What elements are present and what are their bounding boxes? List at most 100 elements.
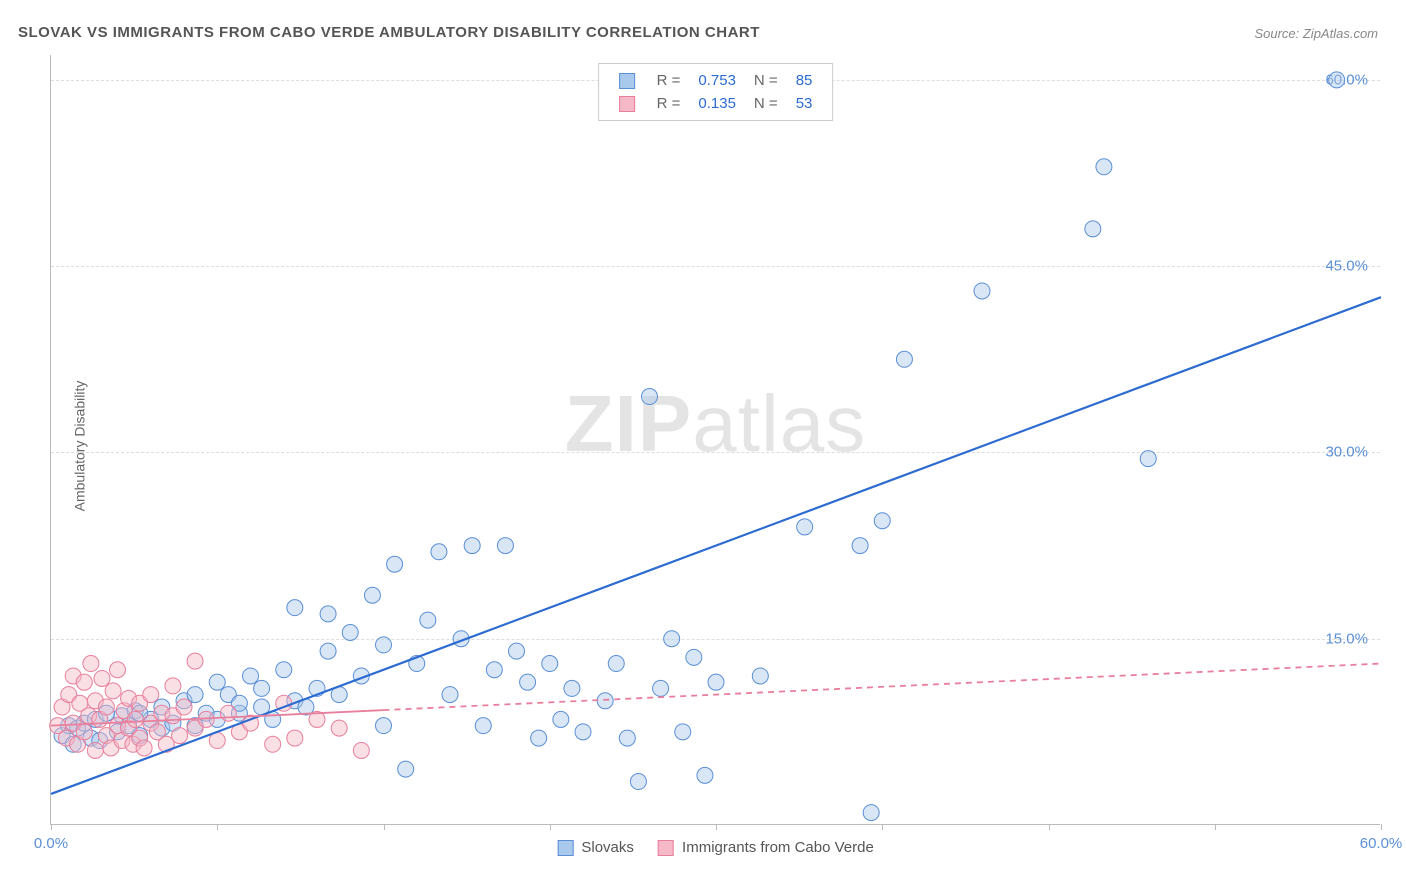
data-point: [863, 805, 879, 821]
data-point: [642, 389, 658, 405]
data-point: [553, 711, 569, 727]
data-point: [165, 678, 181, 694]
data-point: [320, 643, 336, 659]
data-point: [387, 556, 403, 572]
data-point: [76, 674, 92, 690]
data-point: [243, 668, 259, 684]
data-point: [852, 538, 868, 554]
data-point: [686, 649, 702, 665]
data-point: [1329, 72, 1345, 88]
data-point: [974, 283, 990, 299]
data-point: [83, 656, 99, 672]
data-point: [176, 699, 192, 715]
data-point: [187, 687, 203, 703]
data-point: [254, 680, 270, 696]
data-point: [874, 513, 890, 529]
x-tick-mark: [1049, 824, 1050, 830]
scatter-svg: [51, 55, 1380, 824]
x-tick-mark: [882, 824, 883, 830]
legend-label: Immigrants from Cabo Verde: [678, 839, 874, 856]
x-tick-mark: [217, 824, 218, 830]
legend-cell: [611, 93, 647, 114]
chart-title: SLOVAK VS IMMIGRANTS FROM CABO VERDE AMB…: [18, 24, 760, 41]
data-point: [708, 674, 724, 690]
data-point: [420, 612, 436, 628]
data-point: [597, 693, 613, 709]
data-point: [431, 544, 447, 560]
data-point: [105, 683, 121, 699]
data-point: [896, 351, 912, 367]
data-point: [127, 711, 143, 727]
data-point: [172, 728, 188, 744]
data-point: [331, 720, 347, 736]
x-tick-mark: [51, 824, 52, 830]
trend-line: [51, 297, 1381, 794]
data-point: [1140, 451, 1156, 467]
legend-label: Slovaks: [577, 839, 634, 856]
legend-cell: [611, 70, 647, 91]
data-point: [575, 724, 591, 740]
data-point: [630, 774, 646, 790]
x-tick-label: 60.0%: [1360, 835, 1403, 852]
data-point: [542, 656, 558, 672]
data-point: [220, 705, 236, 721]
legend-cell: N =: [746, 70, 786, 91]
data-point: [797, 519, 813, 535]
legend-cell: 53: [788, 93, 821, 114]
data-point: [442, 687, 458, 703]
data-point: [619, 730, 635, 746]
x-tick-mark: [550, 824, 551, 830]
data-point: [475, 718, 491, 734]
data-point: [752, 668, 768, 684]
data-point: [136, 740, 152, 756]
legend-row: R =0.135N =53: [611, 93, 821, 114]
x-tick-mark: [1215, 824, 1216, 830]
legend-cell: R =: [649, 70, 689, 91]
data-point: [364, 587, 380, 603]
x-tick-mark: [384, 824, 385, 830]
x-tick-label: 0.0%: [34, 835, 68, 852]
data-point: [276, 662, 292, 678]
data-point: [143, 687, 159, 703]
data-point: [608, 656, 624, 672]
chart-container: SLOVAK VS IMMIGRANTS FROM CABO VERDE AMB…: [0, 0, 1406, 892]
legend-cell: R =: [649, 93, 689, 114]
data-point: [287, 600, 303, 616]
data-point: [98, 699, 114, 715]
data-point: [265, 736, 281, 752]
legend-row: R =0.753N =85: [611, 70, 821, 91]
data-point: [1085, 221, 1101, 237]
legend-swatch-icon: [619, 73, 635, 89]
data-point: [531, 730, 547, 746]
data-point: [76, 724, 92, 740]
correlation-legend: R =0.753N =85R =0.135N =53: [598, 63, 834, 121]
source-attribution: Source: ZipAtlas.com: [1254, 26, 1378, 41]
x-tick-mark: [1381, 824, 1382, 830]
x-tick-mark: [716, 824, 717, 830]
data-point: [1096, 159, 1112, 175]
data-point: [564, 680, 580, 696]
data-point: [110, 662, 126, 678]
data-point: [376, 637, 392, 653]
data-point: [320, 606, 336, 622]
data-point: [675, 724, 691, 740]
legend-cell: N =: [746, 93, 786, 114]
data-point: [497, 538, 513, 554]
data-point: [87, 742, 103, 758]
data-point: [520, 674, 536, 690]
legend-cell: 85: [788, 70, 821, 91]
plot-area: ZIPatlas 15.0%30.0%45.0%60.0% R =0.753N …: [50, 55, 1380, 825]
data-point: [187, 653, 203, 669]
data-point: [209, 674, 225, 690]
legend-swatch-icon: [557, 840, 573, 856]
legend-swatch-icon: [658, 840, 674, 856]
data-point: [353, 742, 369, 758]
data-point: [653, 680, 669, 696]
data-point: [376, 718, 392, 734]
data-point: [464, 538, 480, 554]
legend-cell: 0.753: [690, 70, 744, 91]
legend-item: Immigrants from Cabo Verde: [658, 839, 874, 856]
data-point: [697, 767, 713, 783]
data-point: [287, 730, 303, 746]
legend-item: Slovaks: [557, 839, 634, 856]
